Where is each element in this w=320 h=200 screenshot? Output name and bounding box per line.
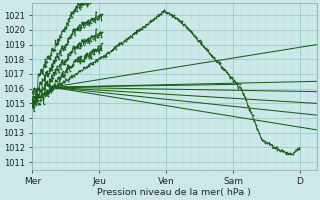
- X-axis label: Pression niveau de la mer( hPa ): Pression niveau de la mer( hPa ): [98, 188, 251, 197]
